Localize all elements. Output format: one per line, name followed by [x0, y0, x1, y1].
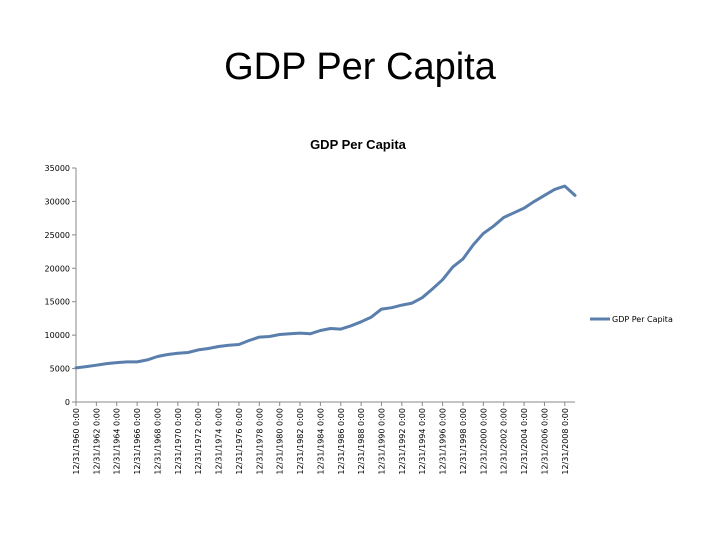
x-tick-label: 12/31/1978 0:00 [255, 408, 264, 475]
y-axis: 0 5000 10000 15000 20000 25000 30000 35000 [45, 164, 77, 407]
x-tick-label: 12/31/1960 0:00 [72, 408, 81, 475]
x-axis: 12/31/1960 0:00 12/31/1962 0:00 12/31/1964… [72, 401, 575, 475]
x-tick-label: 12/31/1998 0:00 [459, 408, 468, 475]
x-tick-label: 12/31/2006 0:00 [540, 408, 549, 475]
y-tick-label: 15000 [45, 298, 70, 307]
x-tick-label: 12/31/1986 0:00 [337, 408, 346, 475]
legend: GDP Per Capita [590, 315, 673, 324]
y-tick-label: 25000 [45, 231, 70, 240]
x-tick-label: 12/31/1994 0:00 [418, 408, 427, 475]
x-tick-label: 12/31/2004 0:00 [520, 408, 529, 475]
series-line-gdp-per-capita [74, 184, 577, 370]
x-tick-label: 12/31/1996 0:00 [439, 408, 448, 475]
x-tick-label: 12/31/1964 0:00 [113, 408, 122, 475]
x-tick-label: 12/31/2002 0:00 [500, 408, 509, 475]
x-tick-label: 12/31/1988 0:00 [357, 408, 366, 475]
x-tick-label: 12/31/1974 0:00 [215, 408, 224, 475]
x-tick-label: 12/31/1990 0:00 [378, 408, 387, 475]
y-tick-label: 5000 [50, 365, 70, 374]
y-tick-label: 20000 [45, 264, 70, 273]
legend-label: GDP Per Capita [612, 315, 673, 324]
y-tick-label: 30000 [45, 197, 70, 206]
y-tick-label: 0 [65, 398, 70, 407]
plot-area [74, 184, 577, 370]
y-tick-label: 35000 [45, 164, 70, 173]
x-tick-label: 12/31/1966 0:00 [133, 408, 142, 475]
y-tick-label: 10000 [45, 331, 70, 340]
chart-title: GDP Per Capita [310, 137, 407, 152]
x-tick-label: 12/31/1976 0:00 [235, 408, 244, 475]
x-tick-label: 12/31/2008 0:00 [561, 408, 570, 475]
x-tick-label: 12/31/1984 0:00 [316, 408, 325, 475]
slide-title: GDP Per Capita [224, 46, 496, 88]
x-tick-label: 12/31/1972 0:00 [194, 408, 203, 475]
x-tick-label: 12/31/1968 0:00 [153, 408, 162, 475]
x-tick-label: 12/31/1970 0:00 [174, 408, 183, 475]
x-tick-label: 12/31/1980 0:00 [276, 408, 285, 475]
x-tick-label: 12/31/1962 0:00 [92, 408, 101, 475]
x-tick-label: 12/31/1982 0:00 [296, 408, 305, 475]
x-tick-label: 12/31/1992 0:00 [398, 408, 407, 475]
x-tick-label: 12/31/2000 0:00 [479, 408, 488, 475]
